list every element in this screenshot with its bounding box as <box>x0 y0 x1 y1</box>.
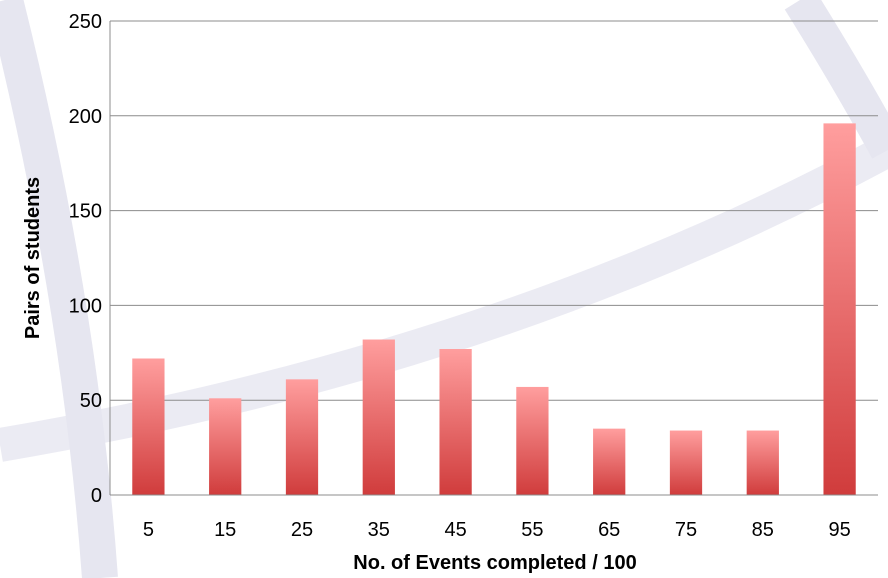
bar-35 <box>362 339 395 495</box>
y-tick-label: 150 <box>69 201 102 223</box>
y-tick-label: 50 <box>80 390 102 412</box>
bar-45 <box>439 349 472 495</box>
gridlines <box>110 20 878 401</box>
x-tick-label: 45 <box>444 519 466 541</box>
x-axis-title: No. of Events completed / 100 <box>353 552 636 574</box>
x-tick-labels: 5 15 25 35 45 55 65 75 85 95 <box>143 519 851 541</box>
bar-15 <box>209 398 242 495</box>
x-tick-label: 25 <box>291 519 313 541</box>
y-tick-label: 100 <box>69 295 102 317</box>
x-tick-label: 75 <box>675 519 697 541</box>
bar-95 <box>823 123 856 495</box>
x-tick-label: 15 <box>214 519 236 541</box>
y-tick-label: 0 <box>91 485 102 507</box>
x-tick-label: 65 <box>598 519 620 541</box>
y-axis-title: Pairs of students <box>22 177 44 339</box>
x-tick-label: 35 <box>368 519 390 541</box>
bar-55 <box>516 386 549 495</box>
background-arc-top-right <box>784 0 888 159</box>
bar-65 <box>593 428 626 495</box>
x-tick-label: 95 <box>828 519 850 541</box>
bar-85 <box>746 430 779 495</box>
background-arc-left <box>0 0 118 578</box>
x-tick-label: 55 <box>521 519 543 541</box>
y-tick-labels: 0 50 100 150 200 250 <box>69 11 102 507</box>
y-tick-label: 250 <box>69 11 102 33</box>
x-tick-label: 5 <box>143 519 154 541</box>
x-tick-label: 85 <box>752 519 774 541</box>
bar-25 <box>285 379 319 495</box>
axes <box>109 21 878 496</box>
bar-75 <box>669 430 703 495</box>
bar-5 <box>132 358 165 495</box>
y-tick-label: 200 <box>69 106 102 128</box>
bars <box>132 123 856 495</box>
